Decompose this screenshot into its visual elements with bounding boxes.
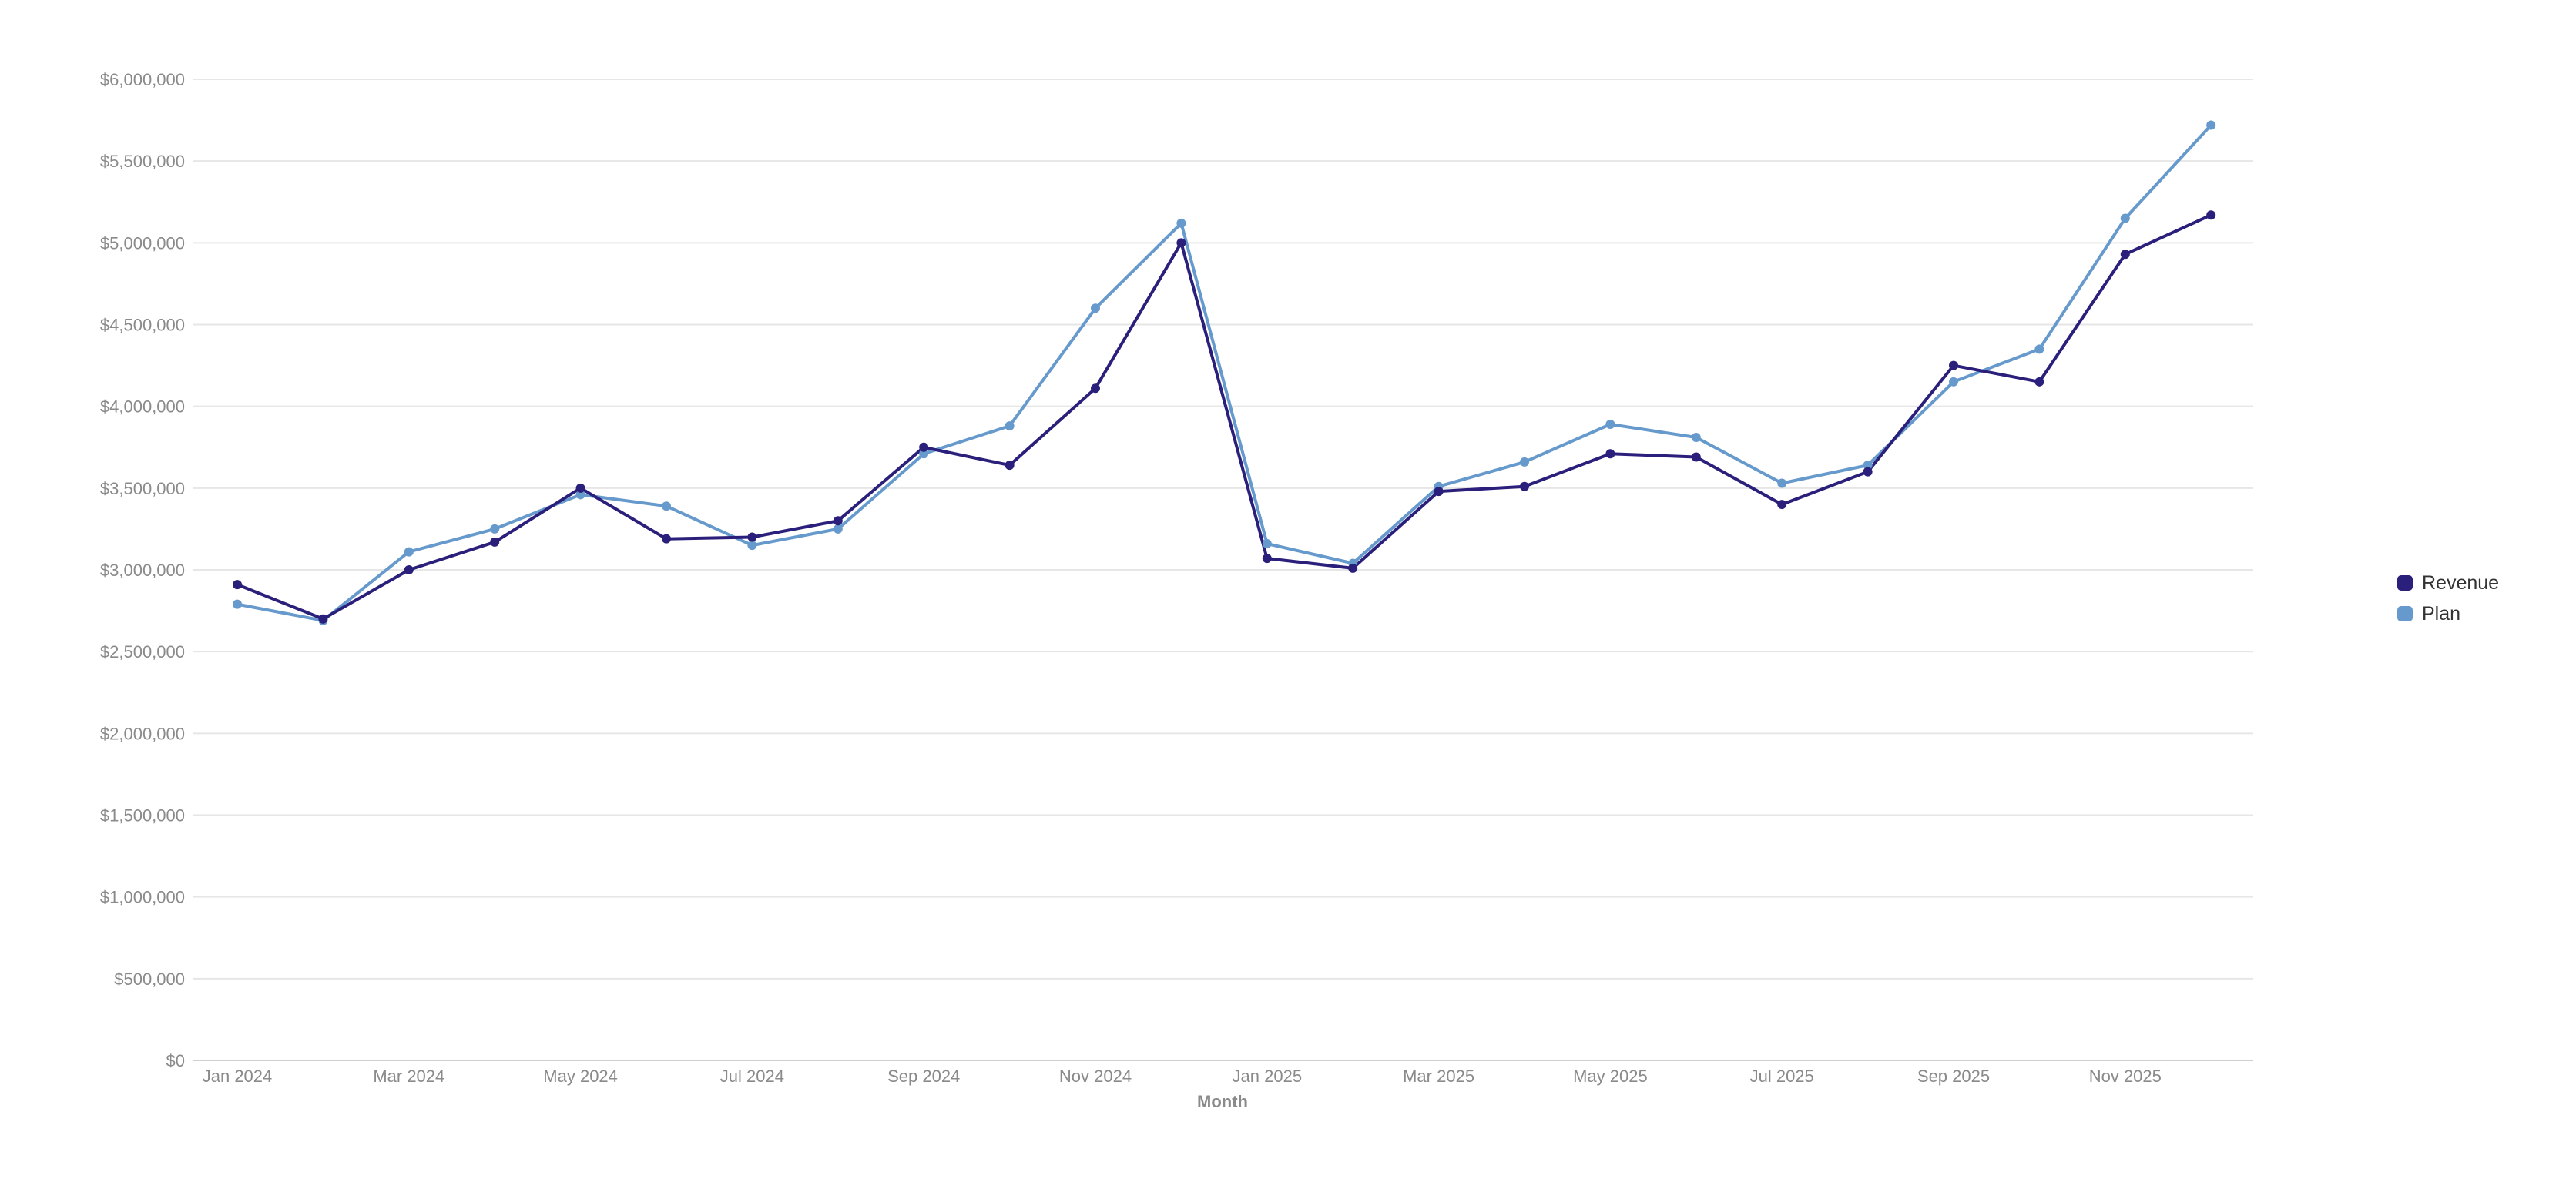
data-point-plan[interactable] <box>575 490 585 500</box>
data-point-plan[interactable] <box>490 524 500 534</box>
data-point-plan[interactable] <box>1262 539 1272 549</box>
data-point-revenue[interactable] <box>318 614 328 624</box>
y-tick-label: $4,000,000 <box>100 397 185 417</box>
data-point-plan[interactable] <box>404 547 414 557</box>
legend-label-plan: Plan <box>2422 602 2461 625</box>
data-point-revenue[interactable] <box>1520 481 1529 491</box>
data-point-plan[interactable] <box>1691 433 1701 443</box>
x-tick-label: Sep 2024 <box>887 1067 960 1086</box>
x-tick-label: Nov 2025 <box>2089 1067 2162 1086</box>
data-point-plan[interactable] <box>1005 421 1015 431</box>
data-point-revenue[interactable] <box>1176 238 1186 248</box>
x-axis-title: Month <box>1197 1092 1248 1111</box>
data-point-revenue[interactable] <box>919 442 929 452</box>
data-point-plan[interactable] <box>1091 303 1100 313</box>
y-tick-label: $5,500,000 <box>100 152 185 171</box>
series-lines <box>236 123 2213 622</box>
data-point-revenue[interactable] <box>1005 461 1015 471</box>
data-point-plan[interactable] <box>2206 120 2216 130</box>
data-point-revenue[interactable] <box>1863 467 1873 477</box>
data-point-plan[interactable] <box>233 599 242 609</box>
legend-label-revenue: Revenue <box>2422 571 2500 594</box>
data-point-revenue[interactable] <box>490 537 500 547</box>
data-point-plan[interactable] <box>1520 457 1529 467</box>
series-line-plan <box>236 123 2213 622</box>
y-tick-label: $2,000,000 <box>100 724 185 743</box>
data-point-revenue[interactable] <box>2206 210 2216 220</box>
data-point-plan[interactable] <box>1176 218 1186 228</box>
data-point-revenue[interactable] <box>233 580 242 590</box>
data-point-revenue[interactable] <box>1691 452 1701 462</box>
x-tick-label: Mar 2024 <box>373 1067 444 1086</box>
x-axis: Jan 2024 Mar 2024 May 2024 Jul 2024 Sep 2024… <box>203 1067 2162 1086</box>
data-point-plan[interactable] <box>2120 213 2130 223</box>
legend-item-revenue[interactable]: Revenue <box>2397 568 2499 598</box>
y-tick-label: $6,000,000 <box>100 70 185 89</box>
data-point-plan[interactable] <box>1949 377 1958 387</box>
data-point-plan[interactable] <box>833 524 843 534</box>
legend-swatch-revenue <box>2397 575 2413 591</box>
data-point-revenue[interactable] <box>833 516 843 526</box>
series-points <box>233 120 2216 625</box>
x-tick-label: Nov 2024 <box>1059 1067 1132 1086</box>
x-tick-label: Mar 2025 <box>1403 1067 1474 1086</box>
data-point-revenue[interactable] <box>404 565 414 574</box>
y-tick-label: $4,500,000 <box>100 316 185 335</box>
y-tick-label: $1,500,000 <box>100 806 185 826</box>
y-tick-label: $2,500,000 <box>100 642 185 661</box>
data-point-revenue[interactable] <box>1091 383 1100 394</box>
y-tick-label: $5,000,000 <box>100 233 185 253</box>
data-point-plan[interactable] <box>747 541 757 551</box>
data-point-plan[interactable] <box>1605 420 1615 430</box>
y-axis: $0 $500,000 $1,000,000 $1,500,000 $2,000,000… <box>100 70 185 1070</box>
gridlines <box>193 79 2253 1061</box>
x-tick-label: Jan 2025 <box>1233 1067 1303 1086</box>
x-tick-label: Sep 2025 <box>1917 1067 1990 1086</box>
y-tick-label: $3,000,000 <box>100 561 185 580</box>
y-tick-label: $1,000,000 <box>100 888 185 907</box>
x-tick-label: May 2024 <box>543 1067 618 1086</box>
y-tick-label: $0 <box>166 1051 185 1070</box>
legend-swatch-plan <box>2397 606 2413 621</box>
x-tick-label: Jul 2024 <box>720 1067 784 1086</box>
data-point-revenue[interactable] <box>747 532 757 542</box>
legend: Revenue Plan <box>2397 568 2499 629</box>
data-point-revenue[interactable] <box>662 534 671 544</box>
data-point-revenue[interactable] <box>2034 377 2044 387</box>
data-point-plan[interactable] <box>1777 478 1787 488</box>
data-point-revenue[interactable] <box>1348 563 1358 573</box>
x-tick-label: May 2025 <box>1573 1067 1648 1086</box>
data-point-plan[interactable] <box>662 501 671 511</box>
data-point-plan[interactable] <box>1863 461 1873 471</box>
x-tick-label: Jul 2025 <box>1750 1067 1814 1086</box>
data-point-plan[interactable] <box>919 449 929 459</box>
data-point-revenue[interactable] <box>1262 554 1272 564</box>
series-line-revenue <box>236 213 2213 621</box>
data-point-revenue[interactable] <box>1777 500 1787 510</box>
legend-item-plan[interactable]: Plan <box>2397 598 2499 629</box>
data-point-plan[interactable] <box>2034 344 2044 354</box>
data-point-revenue[interactable] <box>2120 250 2130 260</box>
data-point-revenue[interactable] <box>1605 449 1615 459</box>
data-point-revenue[interactable] <box>1434 487 1444 497</box>
x-tick-label: Jan 2024 <box>203 1067 273 1086</box>
data-point-revenue[interactable] <box>575 483 585 493</box>
y-tick-label: $3,500,000 <box>100 479 185 498</box>
data-point-revenue[interactable] <box>1949 360 1958 370</box>
y-tick-label: $500,000 <box>114 970 185 989</box>
